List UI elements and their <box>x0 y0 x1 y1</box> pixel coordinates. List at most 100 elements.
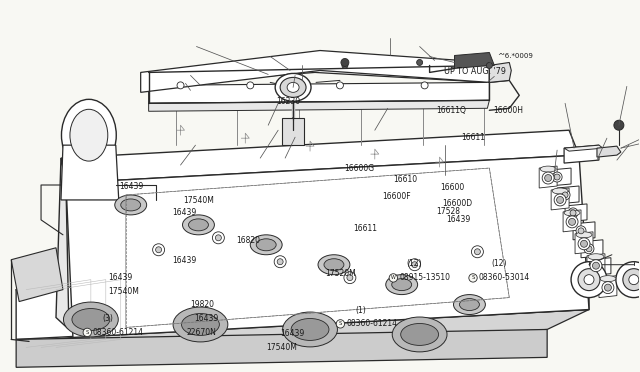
Circle shape <box>156 247 161 253</box>
Circle shape <box>578 238 590 250</box>
Polygon shape <box>490 62 511 82</box>
Circle shape <box>336 320 344 328</box>
Circle shape <box>584 244 594 254</box>
Circle shape <box>560 190 570 200</box>
Circle shape <box>277 259 283 265</box>
Text: W: W <box>391 275 396 280</box>
Circle shape <box>578 228 584 234</box>
Circle shape <box>576 226 586 236</box>
Ellipse shape <box>324 259 344 271</box>
Circle shape <box>570 210 576 216</box>
Circle shape <box>604 284 611 291</box>
Ellipse shape <box>189 219 209 231</box>
Circle shape <box>545 174 552 182</box>
Circle shape <box>566 216 578 228</box>
Text: 08360-53014: 08360-53014 <box>479 273 530 282</box>
Circle shape <box>216 235 221 241</box>
Text: UP TO AUG. '79: UP TO AUG. '79 <box>444 67 506 76</box>
Ellipse shape <box>576 232 592 238</box>
Polygon shape <box>563 210 581 232</box>
Polygon shape <box>573 222 595 240</box>
Text: S: S <box>86 330 89 335</box>
Ellipse shape <box>182 215 214 235</box>
Polygon shape <box>565 204 587 222</box>
Polygon shape <box>549 168 571 186</box>
Ellipse shape <box>275 73 311 101</box>
Circle shape <box>344 272 356 283</box>
Ellipse shape <box>392 279 412 291</box>
Polygon shape <box>148 100 490 111</box>
Ellipse shape <box>401 324 438 346</box>
Polygon shape <box>11 248 63 302</box>
Text: 08360-61214: 08360-61214 <box>93 328 144 337</box>
Polygon shape <box>589 258 611 276</box>
Circle shape <box>337 82 344 89</box>
Ellipse shape <box>454 295 485 314</box>
Ellipse shape <box>552 188 568 194</box>
Polygon shape <box>575 232 593 254</box>
Circle shape <box>389 274 397 282</box>
Text: 16439: 16439 <box>446 215 470 224</box>
Circle shape <box>571 262 607 298</box>
Ellipse shape <box>318 255 350 275</box>
Circle shape <box>578 269 600 291</box>
Ellipse shape <box>70 109 108 161</box>
Circle shape <box>417 60 422 65</box>
Polygon shape <box>539 166 557 188</box>
Ellipse shape <box>61 99 116 171</box>
Circle shape <box>177 82 184 89</box>
Text: 16439: 16439 <box>280 329 305 338</box>
Text: 16600H: 16600H <box>493 106 524 115</box>
Circle shape <box>557 196 564 203</box>
Text: (3): (3) <box>102 314 113 323</box>
Circle shape <box>586 246 592 252</box>
Text: 17520M: 17520M <box>325 269 356 278</box>
Ellipse shape <box>256 239 276 251</box>
Text: S: S <box>471 275 475 280</box>
Circle shape <box>486 62 492 68</box>
Polygon shape <box>148 82 490 103</box>
Text: 16600F: 16600F <box>383 192 411 201</box>
Polygon shape <box>61 145 119 200</box>
Polygon shape <box>56 158 69 330</box>
Text: 16439: 16439 <box>172 208 196 217</box>
Circle shape <box>602 282 614 294</box>
Polygon shape <box>454 52 494 68</box>
Text: 16820: 16820 <box>236 236 260 246</box>
Circle shape <box>412 262 418 268</box>
Ellipse shape <box>392 317 447 352</box>
Polygon shape <box>564 145 603 151</box>
Circle shape <box>614 120 624 130</box>
Circle shape <box>409 259 420 271</box>
Circle shape <box>623 269 640 291</box>
Circle shape <box>590 260 602 272</box>
Polygon shape <box>564 145 599 163</box>
Circle shape <box>274 256 286 268</box>
Ellipse shape <box>280 77 306 97</box>
Text: 16439: 16439 <box>194 314 218 323</box>
Ellipse shape <box>386 275 418 295</box>
Polygon shape <box>16 265 589 339</box>
Ellipse shape <box>283 312 337 347</box>
Ellipse shape <box>540 166 556 172</box>
Text: ^'6.*0009: ^'6.*0009 <box>497 52 533 58</box>
Text: 16611: 16611 <box>353 224 377 233</box>
Polygon shape <box>29 310 589 357</box>
Text: (12): (12) <box>491 259 506 268</box>
Circle shape <box>247 82 253 89</box>
Ellipse shape <box>291 318 329 340</box>
Text: 08360-61214: 08360-61214 <box>346 320 397 328</box>
Polygon shape <box>599 276 617 298</box>
Polygon shape <box>148 55 490 86</box>
Circle shape <box>421 82 428 89</box>
Polygon shape <box>16 278 69 341</box>
Circle shape <box>568 208 578 218</box>
Text: 16610: 16610 <box>394 175 417 184</box>
Text: 16439: 16439 <box>108 273 132 282</box>
Ellipse shape <box>182 314 220 336</box>
Ellipse shape <box>72 308 110 330</box>
Circle shape <box>542 172 554 184</box>
Polygon shape <box>581 240 603 258</box>
Circle shape <box>472 246 483 258</box>
Text: (1): (1) <box>355 306 366 315</box>
